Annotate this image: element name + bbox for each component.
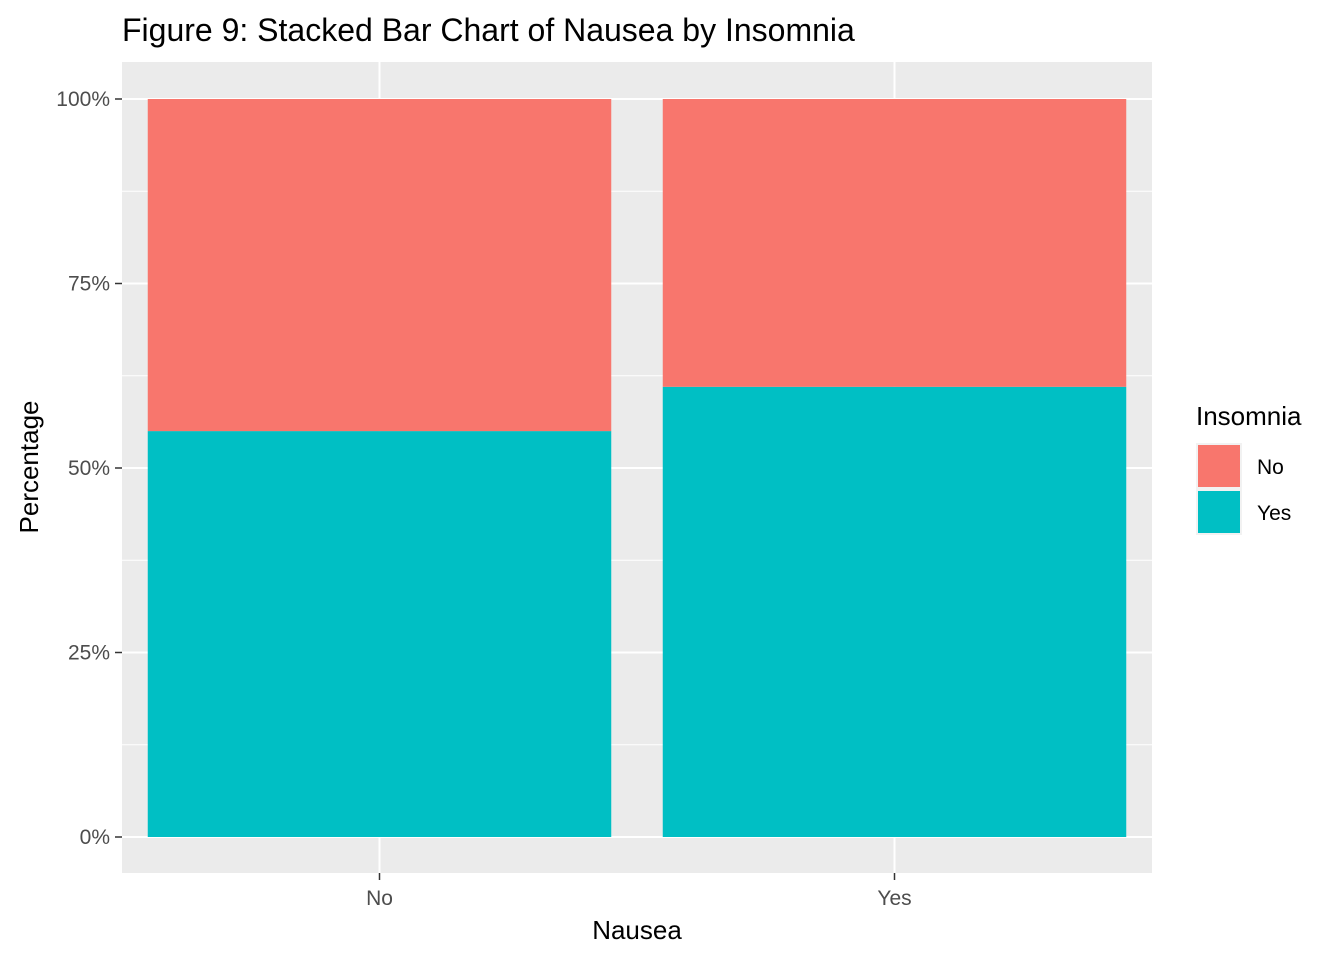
legend-swatch-yes (1198, 491, 1240, 533)
legend-label-yes: Yes (1257, 502, 1291, 525)
legend-entries: No Yes (1196, 443, 1291, 535)
legend-label-no: No (1257, 456, 1284, 479)
bar-yes-yes (662, 386, 1127, 837)
y-tick-label: 25% (68, 642, 110, 665)
legend-swatch-no (1198, 445, 1240, 487)
bars-group (147, 99, 1127, 837)
bar-yes-no (662, 99, 1127, 387)
x-axis: No Yes (366, 873, 912, 910)
x-tick-label: Yes (877, 887, 911, 910)
chart-title: Figure 9: Stacked Bar Chart of Nausea by… (122, 12, 855, 48)
bar-no-no (147, 99, 612, 432)
y-tick-label: 100% (56, 88, 110, 111)
y-tick-label: 50% (68, 457, 110, 480)
legend: Insomnia No Yes (1196, 401, 1302, 535)
x-axis-title: Nausea (592, 915, 682, 945)
bar-no-yes (147, 431, 612, 837)
x-tick-label: No (366, 887, 393, 910)
y-axis: 0% 25% 50% 75% 100% (56, 88, 122, 849)
y-tick-label: 0% (80, 826, 110, 849)
y-axis-title: Percentage (14, 401, 44, 534)
y-tick-label: 75% (68, 273, 110, 296)
legend-title: Insomnia (1196, 401, 1302, 431)
